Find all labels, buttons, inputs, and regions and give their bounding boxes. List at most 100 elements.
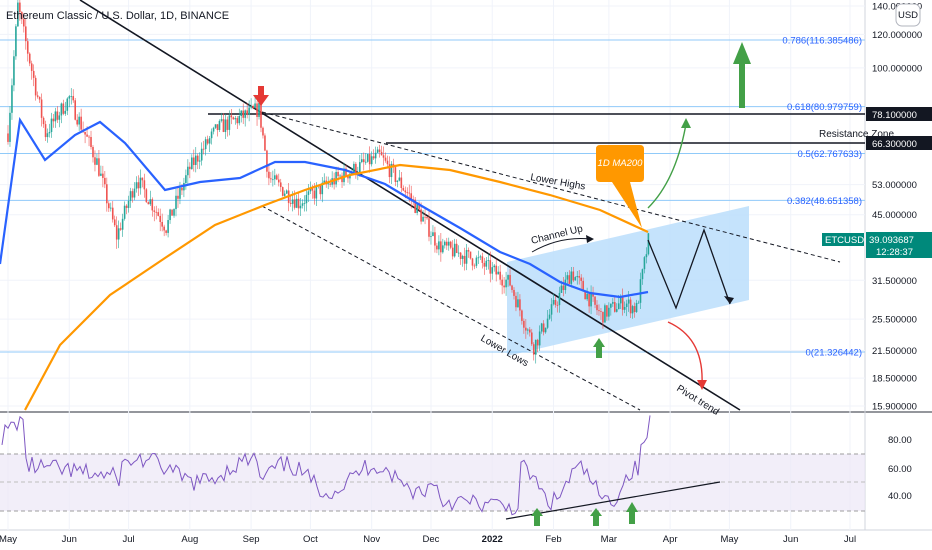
candle-body[interactable] <box>598 310 600 312</box>
candle-body[interactable] <box>475 257 478 266</box>
candle-body[interactable] <box>402 188 405 191</box>
candle-body[interactable] <box>440 241 442 253</box>
candles[interactable] <box>7 0 650 364</box>
candle-body[interactable] <box>578 276 581 278</box>
candle-body[interactable] <box>386 160 389 165</box>
candle-body[interactable] <box>420 209 422 222</box>
candle-body[interactable] <box>345 168 347 177</box>
candle-body[interactable] <box>396 180 399 182</box>
candle-body[interactable] <box>617 303 620 310</box>
candle-body[interactable] <box>449 241 452 248</box>
candle-body[interactable] <box>173 209 175 216</box>
candle-body[interactable] <box>566 275 569 280</box>
candle-body[interactable] <box>210 131 213 139</box>
candle-body[interactable] <box>596 304 598 311</box>
candle-body[interactable] <box>315 186 318 199</box>
candle-body[interactable] <box>380 151 383 156</box>
candle-body[interactable] <box>56 111 59 120</box>
candle-body[interactable] <box>198 160 201 162</box>
candle-body[interactable] <box>465 250 468 264</box>
candle-body[interactable] <box>370 156 373 165</box>
candle-body[interactable] <box>254 103 256 109</box>
target-up-arrow[interactable] <box>733 42 751 64</box>
candle-body[interactable] <box>23 19 25 27</box>
candle-body[interactable] <box>38 96 41 100</box>
candle-body[interactable] <box>208 138 211 144</box>
candle-body[interactable] <box>586 293 588 300</box>
candle-body[interactable] <box>42 117 45 125</box>
candle-body[interactable] <box>135 182 138 189</box>
candle-body[interactable] <box>621 296 624 310</box>
candle-body[interactable] <box>123 205 126 219</box>
price-axis[interactable]: 140.000000120.000000100.00000053.0000004… <box>872 2 922 413</box>
candle-body[interactable] <box>394 167 397 182</box>
candle-body[interactable] <box>242 110 245 118</box>
candle-body[interactable] <box>194 155 197 165</box>
candle-body[interactable] <box>147 202 150 205</box>
candle-body[interactable] <box>485 260 488 267</box>
candle-body[interactable] <box>155 211 158 213</box>
bottom-arrow-rsi-1[interactable] <box>531 508 543 526</box>
candle-body[interactable] <box>279 182 282 188</box>
candle-body[interactable] <box>503 285 505 288</box>
candle-body[interactable] <box>24 26 27 42</box>
ma200-callout[interactable] <box>596 145 644 228</box>
candle-body[interactable] <box>98 158 100 176</box>
candle-body[interactable] <box>580 277 582 281</box>
candle-body[interactable] <box>309 187 312 192</box>
candle-body[interactable] <box>131 191 134 198</box>
candle-body[interactable] <box>92 147 94 158</box>
candle-body[interactable] <box>121 218 124 230</box>
bottom-arrow-price[interactable] <box>593 338 605 358</box>
candle-body[interactable] <box>384 157 387 161</box>
candle-body[interactable] <box>588 293 590 307</box>
candle-body[interactable] <box>418 203 420 210</box>
candle-body[interactable] <box>515 295 517 308</box>
candle-body[interactable] <box>627 299 630 304</box>
lower-highs-line[interactable] <box>261 111 841 263</box>
candle-body[interactable] <box>521 310 523 321</box>
candle-body[interactable] <box>495 265 498 275</box>
candle-body[interactable] <box>606 305 608 317</box>
candle-body[interactable] <box>554 299 557 306</box>
candle-body[interactable] <box>104 177 106 185</box>
candle-body[interactable] <box>360 159 363 163</box>
candle-body[interactable] <box>293 199 296 208</box>
candle-body[interactable] <box>40 99 43 118</box>
candle-body[interactable] <box>226 119 229 130</box>
candle-body[interactable] <box>647 233 650 255</box>
candle-body[interactable] <box>608 307 610 317</box>
candle-body[interactable] <box>11 85 13 113</box>
candle-body[interactable] <box>301 203 304 206</box>
candle-body[interactable] <box>523 320 525 328</box>
candle-body[interactable] <box>303 203 306 205</box>
candle-body[interactable] <box>151 199 154 211</box>
candle-body[interactable] <box>406 192 409 194</box>
bear-curve-arrow[interactable] <box>667 321 703 385</box>
candle-body[interactable] <box>153 210 156 212</box>
candle-body[interactable] <box>540 323 543 332</box>
candle-body[interactable] <box>70 96 73 97</box>
candle-body[interactable] <box>28 53 31 64</box>
candle-body[interactable] <box>341 175 343 183</box>
candle-body[interactable] <box>94 157 96 165</box>
candle-body[interactable] <box>214 124 217 128</box>
candle-body[interactable] <box>54 111 57 122</box>
candle-body[interactable] <box>633 306 636 313</box>
level-78-tag[interactable]: 78.100000 <box>866 107 932 121</box>
candle-body[interactable] <box>408 192 411 194</box>
candle-body[interactable] <box>76 119 78 125</box>
candle-body[interactable] <box>100 173 102 176</box>
candle-body[interactable] <box>471 258 474 266</box>
candle-body[interactable] <box>117 228 120 240</box>
candle-body[interactable] <box>32 70 35 78</box>
candle-body[interactable] <box>222 119 225 132</box>
candle-body[interactable] <box>613 302 616 312</box>
candle-body[interactable] <box>455 243 458 253</box>
candle-body[interactable] <box>390 163 393 178</box>
candle-body[interactable] <box>619 296 622 304</box>
candle-body[interactable] <box>86 134 88 137</box>
candle-body[interactable] <box>252 105 254 109</box>
candle-body[interactable] <box>256 103 258 117</box>
candle-body[interactable] <box>444 241 446 246</box>
